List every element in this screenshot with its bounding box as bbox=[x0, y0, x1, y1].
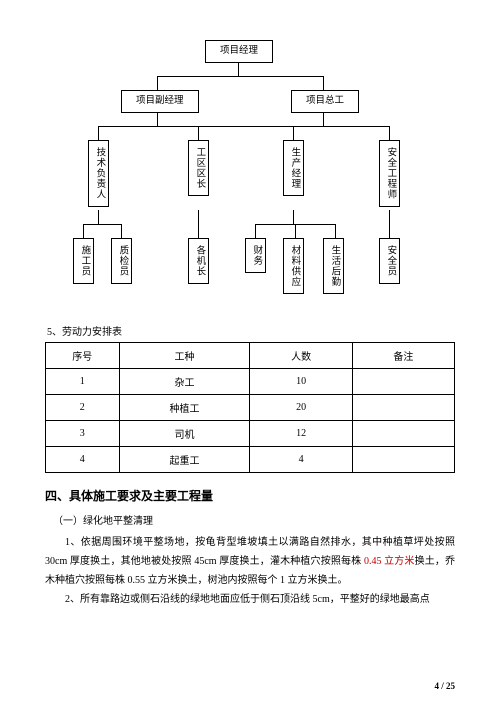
table-header-row: 序号 工种 人数 备注 bbox=[46, 343, 455, 369]
node-deputy-pm: 项目副经理 bbox=[121, 90, 199, 113]
node-constructor: 施工员 bbox=[73, 238, 94, 284]
highlight-red: 0.45 立方米 bbox=[361, 556, 414, 567]
node-materials: 材料供应 bbox=[283, 238, 304, 294]
para-1: 1、依据周围环境平整场地，按龟背型堆坡填土以满路自然排水，其中种植草坪处按照 3… bbox=[45, 533, 455, 590]
table-row: 2种植工20 bbox=[46, 395, 455, 421]
node-safety-engineer: 安全工程师 bbox=[379, 140, 400, 207]
labor-table-caption: 5、劳动力安排表 bbox=[47, 323, 455, 338]
table-row: 3司机12 bbox=[46, 421, 455, 447]
node-tech-lead: 技术负责人 bbox=[88, 140, 109, 207]
th-note: 备注 bbox=[352, 343, 454, 369]
table-row: 1杂工10 bbox=[46, 369, 455, 395]
table-row: 4起重工4 bbox=[46, 447, 455, 473]
node-chief-engineer: 项目总工 bbox=[291, 90, 359, 113]
para-2: 2、所有靠路边或侧石沿线的绿地地面应低于侧石顶沿线 5cm，平整好的绿地最高点 bbox=[45, 590, 455, 609]
org-chart: 项目经理 项目副经理 项目总工 技术负责人 工区区长 生产经理 安全工程师 施工… bbox=[45, 40, 455, 315]
node-machine-ops: 各机长 bbox=[188, 238, 209, 284]
node-logistics: 生活后勤 bbox=[323, 238, 344, 294]
th-count: 人数 bbox=[250, 343, 352, 369]
labor-table: 序号 工种 人数 备注 1杂工10 2种植工20 3司机12 4起重工4 bbox=[45, 342, 455, 473]
node-qa: 质检员 bbox=[111, 238, 132, 284]
th-seq: 序号 bbox=[46, 343, 120, 369]
node-prod-manager: 生产经理 bbox=[283, 140, 304, 196]
node-finance: 财务 bbox=[245, 238, 266, 273]
node-safety-staff: 安全员 bbox=[379, 238, 400, 284]
th-type: 工种 bbox=[119, 343, 250, 369]
section-4-1-title: （一）绿化地平整清理 bbox=[53, 512, 455, 527]
node-project-manager: 项目经理 bbox=[205, 40, 273, 63]
section-4-title: 四、具体施工要求及主要工程量 bbox=[45, 487, 455, 504]
page-number: 4 / 25 bbox=[434, 681, 455, 691]
node-area-chief: 工区区长 bbox=[188, 140, 209, 196]
